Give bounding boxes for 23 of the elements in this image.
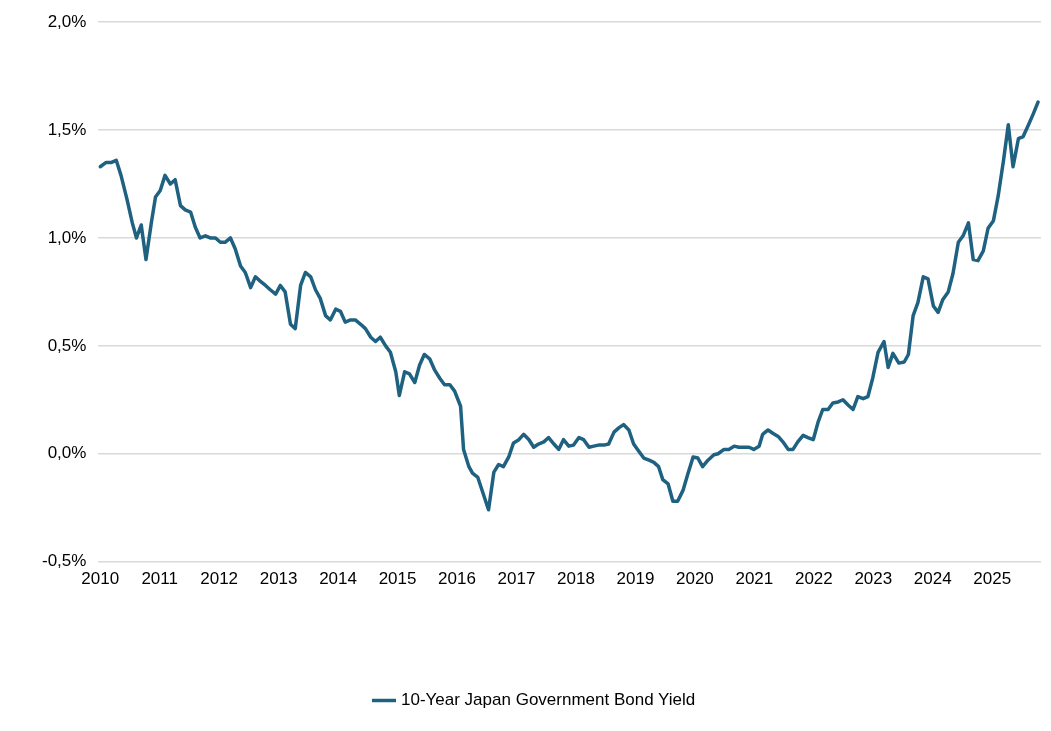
x-tick-label: 2015 (378, 569, 417, 589)
x-tick-label: 2024 (913, 569, 952, 589)
y-tick-label: 1,5% (47, 119, 87, 139)
x-tick-label: 2020 (675, 569, 714, 589)
y-tick-label: 2,0% (47, 11, 87, 31)
x-tick-label: 2023 (854, 569, 893, 589)
x-tick-label: 2018 (557, 569, 595, 589)
x-tick-label: 2011 (141, 569, 178, 589)
y-tick-label: 1,0% (47, 227, 87, 247)
legend-label: 10-Year Japan Government Bond Yield (400, 690, 696, 710)
y-tick-label: -0,5% (41, 551, 87, 571)
y-tick-label: 0,0% (47, 443, 87, 463)
x-tick-label: 2017 (497, 569, 536, 589)
x-tick-label: 2016 (438, 569, 476, 589)
x-tick-label: 2013 (259, 569, 298, 589)
x-tick-label: 2014 (319, 569, 357, 589)
x-tick-label: 2012 (200, 569, 239, 589)
y-tick-label: 0,5% (47, 335, 87, 355)
x-tick-label: 2010 (81, 569, 120, 589)
x-tick-label: 2022 (794, 569, 833, 589)
x-tick-label: 2025 (973, 569, 1012, 589)
x-tick-label: 2021 (735, 569, 774, 589)
x-tick-label: 2019 (616, 569, 655, 589)
